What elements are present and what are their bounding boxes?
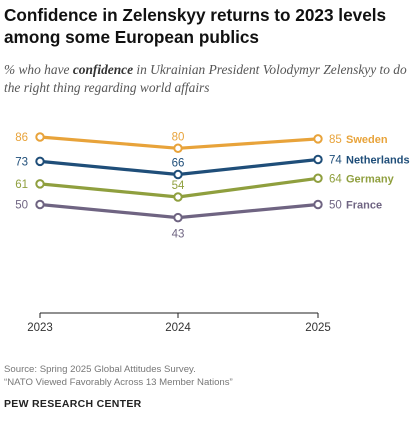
data-point-france-2023: [35, 199, 45, 210]
subtitle-suffix: in Ukrainian President Volodymyr Zelensk…: [4, 62, 407, 95]
data-label-sweden-2023: 86: [15, 132, 28, 144]
data-point-sweden-2024: [173, 143, 183, 153]
data-point-sweden-2025: [313, 134, 323, 144]
data-label-france-2025: 50: [329, 200, 342, 212]
series-label-sweden: Sweden: [346, 134, 388, 146]
series-label-france: France: [346, 200, 382, 212]
chart-subtitle: % who have confidence in Ukrainian Presi…: [4, 61, 416, 97]
series-label-germany: Germany: [346, 173, 395, 185]
data-point-france-2024: [173, 212, 183, 223]
data-label-germany-2024: 54: [172, 180, 185, 192]
data-point-germany-2025: [313, 173, 323, 183]
data-point-netherlands-2025: [313, 154, 323, 165]
subtitle-emphasis: confidence: [72, 62, 134, 77]
series-label-netherlands: Netherlands: [346, 155, 410, 167]
report-title: “NATO Viewed Favorably Across 13 Member …: [4, 377, 233, 388]
data-point-germany-2024: [173, 192, 183, 202]
source-note: Source: Spring 2025 Global Attitudes Sur…: [4, 364, 196, 375]
data-label-sweden-2024: 80: [172, 131, 185, 143]
data-point-sweden-2023: [35, 132, 45, 142]
data-label-sweden-2025: 85: [329, 134, 342, 146]
data-point-france-2025: [313, 199, 323, 210]
x-tick-label-2023: 2023: [27, 322, 53, 334]
subtitle-prefix: % who have: [4, 62, 73, 77]
x-tick-label-2025: 2025: [305, 322, 331, 334]
data-label-netherlands-2024: 66: [172, 158, 185, 170]
data-point-netherlands-2024: [173, 169, 183, 180]
data-label-netherlands-2025: 74: [329, 155, 342, 167]
data-label-germany-2025: 64: [329, 173, 342, 185]
data-label-germany-2023: 61: [15, 179, 28, 191]
data-label-netherlands-2023: 73: [15, 156, 28, 168]
data-point-netherlands-2023: [35, 156, 45, 167]
data-point-germany-2023: [35, 179, 45, 189]
x-tick-label-2024: 2024: [165, 322, 191, 334]
pew-logo-text: PEW RESEARCH CENTER: [4, 398, 142, 410]
chart-title: Confidence in Zelenskyy returns to 2023 …: [4, 5, 387, 47]
data-label-france-2023: 50: [15, 200, 28, 212]
data-label-france-2024: 43: [172, 229, 185, 241]
